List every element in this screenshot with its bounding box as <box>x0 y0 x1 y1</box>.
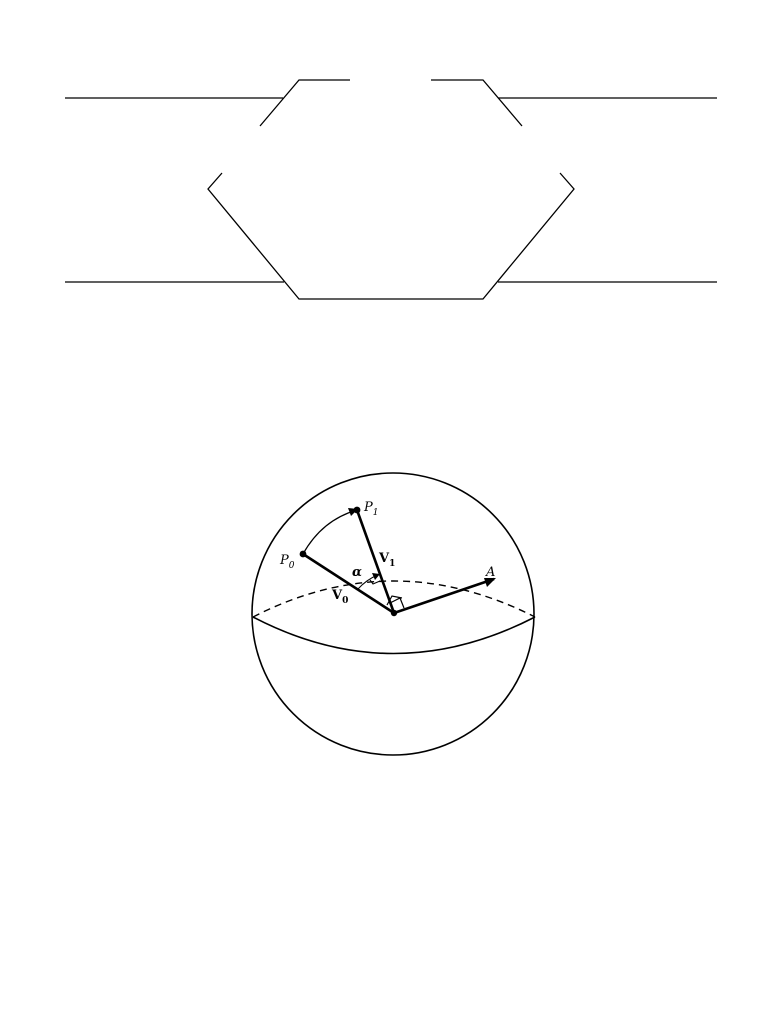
sphere-center-point <box>390 609 398 617</box>
right-angle-marker-alpha <box>369 579 381 585</box>
label-v1: V1 <box>378 551 395 569</box>
label-p0: P0 <box>279 553 295 571</box>
axis-a-arrowhead <box>484 578 496 587</box>
hexagon-upper-right-edge <box>431 79 523 127</box>
vector-v0 <box>302 552 395 615</box>
label-p1: P1 <box>363 500 378 518</box>
point-p0 <box>299 550 307 558</box>
equator-back-arc <box>252 580 536 618</box>
hexagon-channel-figure <box>65 79 717 300</box>
right-angle-marker-v0-axis <box>386 595 403 606</box>
sphere-outline <box>251 472 535 756</box>
rotation-arc-p0-p1 <box>302 509 358 555</box>
label-v0: V0 <box>331 588 348 606</box>
label-alpha: α <box>352 565 362 580</box>
hexagon-upper-left-edge <box>259 79 350 127</box>
hexagon-lower-left-edge <box>207 172 575 300</box>
angle-alpha-arrowhead <box>372 573 380 580</box>
vector-axis-a <box>393 577 495 615</box>
sphere-figure: P1 P0 V1 V0 α A <box>251 472 536 756</box>
label-axis-a: A <box>485 565 495 580</box>
equator-front-arc <box>252 616 536 655</box>
vector-v1 <box>355 509 396 614</box>
point-p1 <box>353 506 361 514</box>
